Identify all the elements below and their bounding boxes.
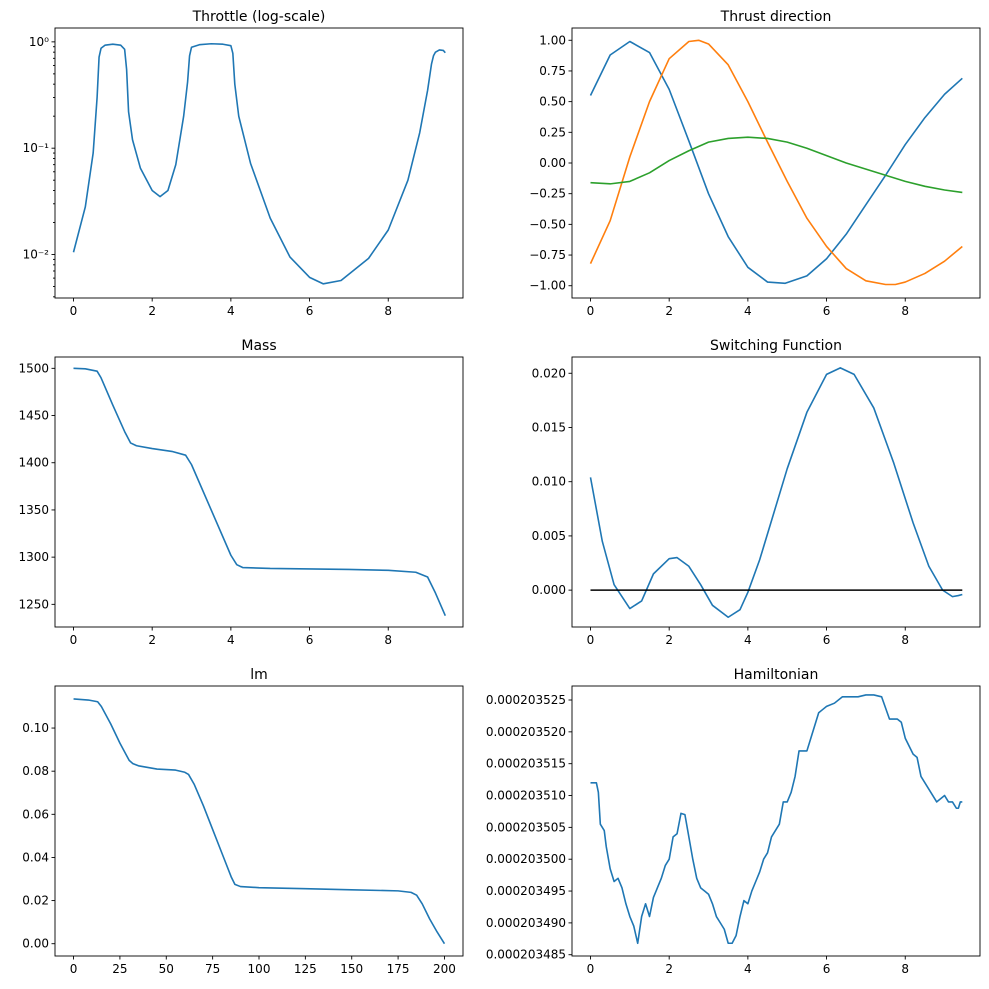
y-tick-label: 0.00: [539, 156, 566, 170]
plot-frame: [54, 27, 464, 299]
mass-panel: Mass 0 2 4 6 8 1250 1300 1350 1400 1450 1500: [18, 338, 464, 647]
x-tick-label: 4: [744, 633, 752, 647]
thrust-direction-panel: Thrust direction 0 2 4 6 8 −1.00 −0.75 −0.50 −0.…: [529, 9, 981, 318]
x-tick-label: 6: [823, 304, 831, 318]
x-tick-label: 0: [70, 633, 78, 647]
x-tick-label: 8: [901, 304, 909, 318]
y-tick-label: 0.000203500: [486, 852, 566, 866]
x-tick-label: 2: [665, 304, 673, 318]
y-tick-label: 0.010: [532, 475, 566, 489]
x-tick-label: 6: [823, 633, 831, 647]
x-tick-label: 4: [227, 633, 235, 647]
y-tick-label: 0.000203485: [486, 948, 566, 962]
y-tick-label: 0.000203490: [486, 916, 566, 930]
y-tick-label: 1250: [18, 597, 49, 611]
panel-title: Switching Function: [710, 338, 842, 354]
x-tick-label: 4: [227, 304, 235, 318]
y-tick-label: 10⁻¹: [23, 141, 50, 155]
y-tick-label: 1450: [18, 409, 49, 423]
y-tick-label: 0.04: [22, 850, 49, 864]
x-tick-label: 6: [823, 962, 831, 976]
y-tick-label: 0.08: [22, 764, 49, 778]
series-line-3: [590, 136, 963, 194]
panel-title: Hamiltonian: [734, 667, 819, 683]
y-tick-label: 1.00: [539, 33, 566, 47]
y-tick-label: 0.00: [22, 937, 49, 951]
x-tick-label: 8: [384, 304, 392, 318]
x-tick-label: 8: [384, 633, 392, 647]
y-tick-label: 0.25: [539, 125, 566, 139]
panel-title: Thrust direction: [720, 9, 832, 25]
y-tick-label: −0.75: [529, 248, 566, 262]
plot-frame: [571, 356, 981, 628]
y-tick-label: 0.020: [532, 366, 566, 380]
series-line-1: [72, 42, 446, 285]
y-tick-label: 1500: [18, 361, 49, 375]
x-tick-label: 200: [433, 962, 456, 976]
series-line-1: [73, 698, 446, 945]
x-tick-label: 4: [744, 962, 752, 976]
y-tick-label: 0.000203495: [486, 884, 566, 898]
y-tick-label: 1400: [18, 456, 49, 470]
y-tick-label: −0.25: [529, 187, 566, 201]
x-tick-label: 2: [665, 962, 673, 976]
y-tick-label: 1300: [18, 550, 49, 564]
x-tick-label: 2: [148, 304, 156, 318]
y-tick-label: 0.000203520: [486, 725, 566, 739]
x-tick-label: 0: [587, 962, 595, 976]
y-tick-label: 0.50: [539, 95, 566, 109]
x-tick-label: 0: [587, 304, 595, 318]
x-tick-label: 100: [248, 962, 271, 976]
x-tick-label: 50: [159, 962, 174, 976]
y-tick-label: 0.000: [532, 583, 566, 597]
y-tick-label: 0.015: [532, 420, 566, 434]
x-tick-label: 150: [340, 962, 363, 976]
plot-frame: [571, 685, 981, 957]
x-tick-label: 6: [306, 304, 314, 318]
x-tick-label: 4: [744, 304, 752, 318]
x-tick-label: 0: [587, 633, 595, 647]
x-tick-label: 2: [665, 633, 673, 647]
plot-frame: [54, 356, 464, 628]
plot-frame: [54, 685, 464, 957]
series-line-1: [73, 367, 447, 616]
y-tick-label: 0.75: [539, 64, 566, 78]
throttle-panel: Throttle (log-scale) 0 2 4 6 8 10⁻² 10⁻¹ 10⁰: [23, 9, 464, 318]
lm-panel: lm 0 25 50 75 100 125 150 175 200 0.00 0.02 0.04 0.0…: [22, 667, 464, 976]
y-tick-label: 0.000203525: [486, 693, 566, 707]
x-tick-label: 0: [70, 304, 78, 318]
y-tick-label: 1350: [18, 503, 49, 517]
y-tick-label: 0.000203515: [486, 757, 566, 771]
x-tick-label: 8: [901, 962, 909, 976]
x-tick-label: 0: [70, 962, 78, 976]
x-tick-label: 125: [294, 962, 317, 976]
y-tick-label: 10⁰: [29, 35, 49, 49]
x-tick-label: 175: [387, 962, 410, 976]
x-tick-label: 25: [112, 962, 127, 976]
switching-function-panel: Switching Function 0 2 4 6 8 0.000 0.005 0.010 0…: [532, 338, 981, 647]
x-tick-label: 2: [148, 633, 156, 647]
y-tick-label: 0.02: [22, 894, 49, 908]
x-tick-label: 6: [306, 633, 314, 647]
y-tick-label: 0.000203505: [486, 820, 566, 834]
series-line-1: [589, 40, 963, 285]
plot-frame: [571, 27, 981, 299]
panel-title: Mass: [241, 338, 276, 354]
y-tick-label: −1.00: [529, 279, 566, 293]
y-tick-label: 0.06: [22, 807, 49, 821]
y-tick-label: −0.50: [529, 217, 566, 231]
series-line-1: [590, 694, 963, 945]
x-tick-label: 75: [205, 962, 220, 976]
y-tick-label: 0.000203510: [486, 789, 566, 803]
hamiltonian-panel: Hamiltonian 0 2 4 6 8 0.000203485 0.000203490 0…: [486, 667, 981, 976]
y-tick-label: 0.005: [532, 529, 566, 543]
series-line-2: [589, 39, 963, 286]
panel-title: lm: [250, 667, 268, 683]
y-tick-label: 0.10: [22, 721, 49, 735]
panel-title: Throttle (log-scale): [192, 9, 326, 25]
y-tick-label: 10⁻²: [23, 248, 50, 262]
series-line-1: [589, 367, 963, 619]
x-tick-label: 8: [901, 633, 909, 647]
